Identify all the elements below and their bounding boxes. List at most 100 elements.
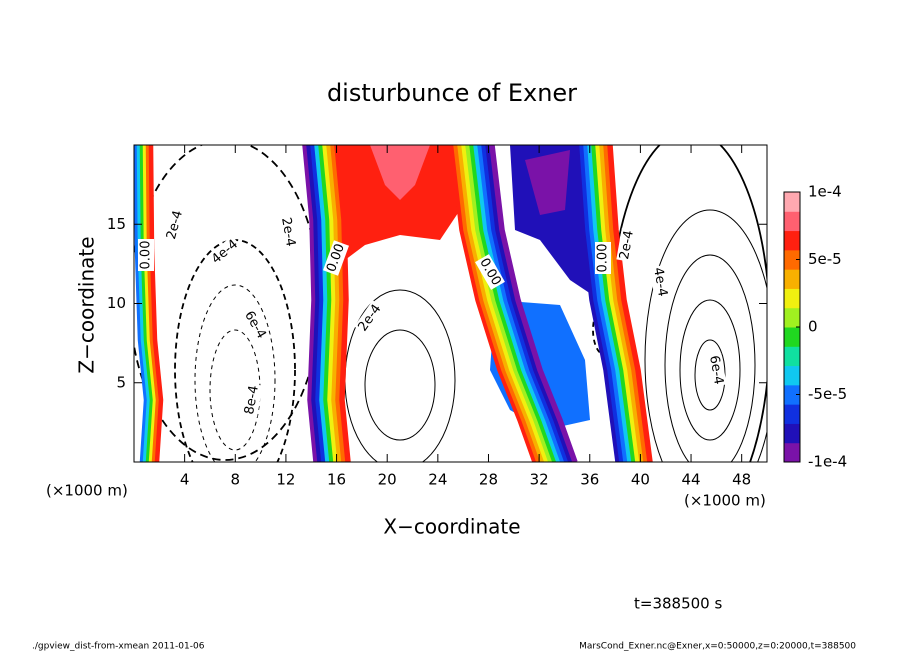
label-bg (649, 264, 671, 300)
color-band (326, 145, 343, 462)
contour-label: 2e-4 (278, 216, 298, 247)
x-tick-label: 28 (479, 471, 498, 489)
x-unit-label: (×1000 m) (684, 492, 766, 510)
color-band (453, 145, 542, 462)
color-band (579, 145, 625, 462)
contour-label: 6e-4 (706, 354, 726, 385)
label-bg (323, 240, 349, 276)
label-bg (595, 242, 611, 274)
label-bg (240, 307, 270, 343)
colorbar-band (784, 249, 800, 270)
color-band (148, 145, 164, 462)
x-tick-label: 36 (580, 471, 599, 489)
color-band (465, 145, 554, 462)
color-band (587, 145, 633, 462)
label-bg (616, 227, 638, 263)
x-tick-label: 8 (231, 471, 241, 489)
label-bg (705, 352, 727, 388)
colorbar-band (784, 307, 800, 328)
color-band (583, 145, 629, 462)
color-band (481, 145, 570, 462)
positive-core (370, 145, 430, 200)
color-band (310, 145, 327, 462)
x-axis-title: X−coordinate (383, 515, 520, 539)
colorbar-tick-label: -1e-4 (808, 453, 847, 471)
contour-label: 2e-4 (164, 209, 186, 241)
colorbar-band (784, 211, 800, 232)
y-tick-label: 15 (107, 215, 126, 233)
colorbar-band (784, 384, 800, 405)
x-unit-label: (×1000 m) (46, 482, 128, 500)
label-bg (138, 239, 154, 271)
label-bg (241, 382, 263, 418)
colorbar-band (784, 269, 800, 289)
color-band (477, 145, 566, 462)
label-bg (207, 235, 243, 269)
color-band (469, 145, 558, 462)
contour-label: 0.00 (596, 244, 611, 273)
colorbar-band (784, 192, 800, 212)
x-tick-label: 4 (180, 471, 190, 489)
label-bg (277, 214, 299, 250)
contour-label: 0.00 (139, 241, 154, 270)
contour-label: 2e-4 (617, 229, 637, 260)
color-band (485, 145, 574, 462)
y-tick-label: 5 (116, 373, 126, 391)
colorbar-tick-label: 0 (808, 318, 818, 336)
colorbar-band (784, 346, 800, 367)
color-band (139, 145, 155, 462)
label-bg (475, 254, 505, 290)
contour-label: 8e-4 (242, 384, 262, 415)
x-tick-label: 16 (327, 471, 346, 489)
x-tick-label: 12 (276, 471, 295, 489)
colorbar-tick-label: -5e-5 (808, 385, 847, 403)
x-tick-label: 44 (681, 471, 700, 489)
colorbar-tick-label: 5e-5 (808, 250, 842, 268)
colorbar-band (784, 365, 800, 386)
footer-right: MarsCond_Exner.nc@Exner,x=0:50000,z=0:20… (579, 642, 856, 652)
color-band (142, 145, 158, 462)
contour-label: 4e-4 (650, 266, 670, 297)
color-band (318, 145, 335, 462)
color-band (145, 145, 161, 462)
x-tick-label: 32 (530, 471, 549, 489)
color-band (461, 145, 550, 462)
color-band (575, 145, 621, 462)
color-band (134, 145, 149, 462)
color-band (322, 145, 339, 462)
color-band (449, 145, 538, 462)
color-band (591, 145, 637, 462)
label-bg (354, 300, 386, 336)
x-tick-label: 40 (631, 471, 650, 489)
colorbar-band (784, 288, 800, 309)
x-tick-label: 48 (732, 471, 751, 489)
x-tick-label: 20 (378, 471, 397, 489)
color-band (599, 145, 645, 462)
color-band (595, 145, 641, 462)
colorbar-band (784, 423, 800, 444)
positive-region (335, 145, 470, 260)
colorbar-tick-label: 1e-4 (808, 183, 842, 201)
color-band (306, 145, 323, 462)
color-band (136, 145, 152, 462)
colorbar-band (784, 327, 800, 347)
color-band (330, 145, 347, 462)
label-bg (163, 207, 187, 243)
color-band (489, 145, 578, 462)
chart-title: disturbunce of Exner (327, 79, 577, 107)
color-band (314, 145, 331, 462)
color-band (457, 145, 546, 462)
colorbar-band (784, 230, 800, 251)
color-band (334, 145, 351, 462)
color-band (607, 145, 653, 462)
x-tick-label: 24 (428, 471, 447, 489)
color-band (302, 145, 319, 462)
negative-core (525, 150, 570, 215)
field (134, 145, 767, 462)
y-axis-title: Z−coordinate (75, 236, 99, 373)
footer-left: ./gpview_dist-from-xmean 2011-01-06 (32, 642, 205, 652)
color-band (473, 145, 562, 462)
time-label: t=388500 s (634, 595, 722, 613)
y-tick-label: 10 (107, 294, 126, 312)
